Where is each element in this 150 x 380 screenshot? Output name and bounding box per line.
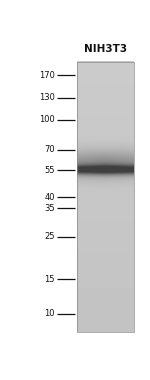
- Text: 55: 55: [44, 166, 55, 175]
- Bar: [77, 62, 134, 332]
- Text: 100: 100: [39, 116, 55, 125]
- Text: 15: 15: [44, 275, 55, 284]
- Text: 10: 10: [44, 309, 55, 318]
- Text: 170: 170: [39, 71, 55, 80]
- Text: 130: 130: [39, 93, 55, 103]
- Text: 70: 70: [44, 146, 55, 154]
- Text: 25: 25: [44, 232, 55, 241]
- Text: NIH3T3: NIH3T3: [84, 44, 127, 54]
- Text: 40: 40: [44, 193, 55, 201]
- Text: 35: 35: [44, 204, 55, 213]
